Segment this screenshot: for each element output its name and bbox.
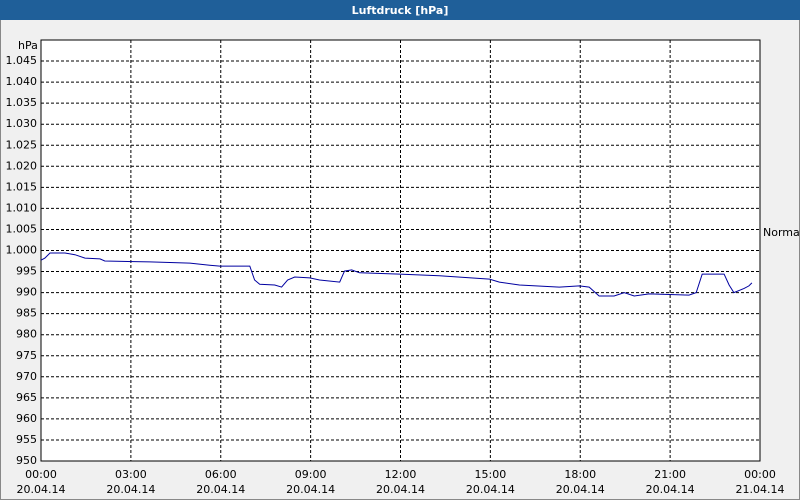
chart-title: Luftdruck [hPa] bbox=[352, 4, 449, 17]
y-tick-label: 1.025 bbox=[6, 138, 38, 151]
x-tick-date: 20.04.14 bbox=[466, 483, 515, 496]
x-tick-label: 00:00 bbox=[25, 468, 57, 481]
y-tick-label: 1.010 bbox=[6, 201, 38, 214]
data-line bbox=[40, 252, 753, 297]
x-tick-date: 20.04.14 bbox=[556, 483, 605, 496]
x-tick-label: 18:00 bbox=[564, 468, 596, 481]
x-tick-date: 21.04.14 bbox=[736, 483, 785, 496]
x-tick-date: 20.04.14 bbox=[196, 483, 245, 496]
x-tick-label: 21:00 bbox=[654, 468, 686, 481]
x-tick-date: 20.04.14 bbox=[376, 483, 425, 496]
x-tick-label: 03:00 bbox=[115, 468, 147, 481]
plot-border bbox=[40, 39, 761, 462]
y-axis-label: hPa bbox=[18, 39, 38, 52]
y-tick-label: 1.040 bbox=[6, 75, 38, 88]
y-tick-label: 985 bbox=[16, 307, 37, 320]
y-tick-label: 965 bbox=[16, 391, 37, 404]
annotation: Normal bbox=[763, 226, 800, 239]
y-tick-label: 1.045 bbox=[6, 54, 38, 67]
x-tick-date: 20.04.14 bbox=[286, 483, 335, 496]
y-tick-label: 1.005 bbox=[6, 222, 38, 235]
x-tick-label: 09:00 bbox=[295, 468, 327, 481]
y-tick-label: 950 bbox=[16, 454, 37, 467]
x-tick-date: 20.04.14 bbox=[106, 483, 155, 496]
y-tick-label: 1.020 bbox=[6, 159, 38, 172]
x-tick-label: 12:00 bbox=[385, 468, 417, 481]
y-tick-label: 955 bbox=[16, 433, 37, 446]
x-tick-label: 00:00 bbox=[744, 468, 776, 481]
y-tick-label: 1.035 bbox=[6, 96, 38, 109]
y-tick-label: 990 bbox=[16, 286, 37, 299]
y-tick-label: 995 bbox=[16, 265, 37, 278]
x-tick-label: 06:00 bbox=[205, 468, 237, 481]
y-tick-label: 970 bbox=[16, 370, 37, 383]
x-tick-date: 20.04.14 bbox=[17, 483, 66, 496]
y-tick-label: 1.000 bbox=[6, 244, 38, 257]
x-tick-date: 20.04.14 bbox=[646, 483, 695, 496]
y-tick-label: 975 bbox=[16, 349, 37, 362]
title-bar bbox=[0, 0, 800, 20]
y-tick-label: 960 bbox=[16, 412, 37, 425]
y-tick-label: 980 bbox=[16, 328, 37, 341]
y-tick-label: 1.030 bbox=[6, 117, 38, 130]
x-tick-label: 15:00 bbox=[475, 468, 507, 481]
y-tick-label: 1.015 bbox=[6, 180, 38, 193]
